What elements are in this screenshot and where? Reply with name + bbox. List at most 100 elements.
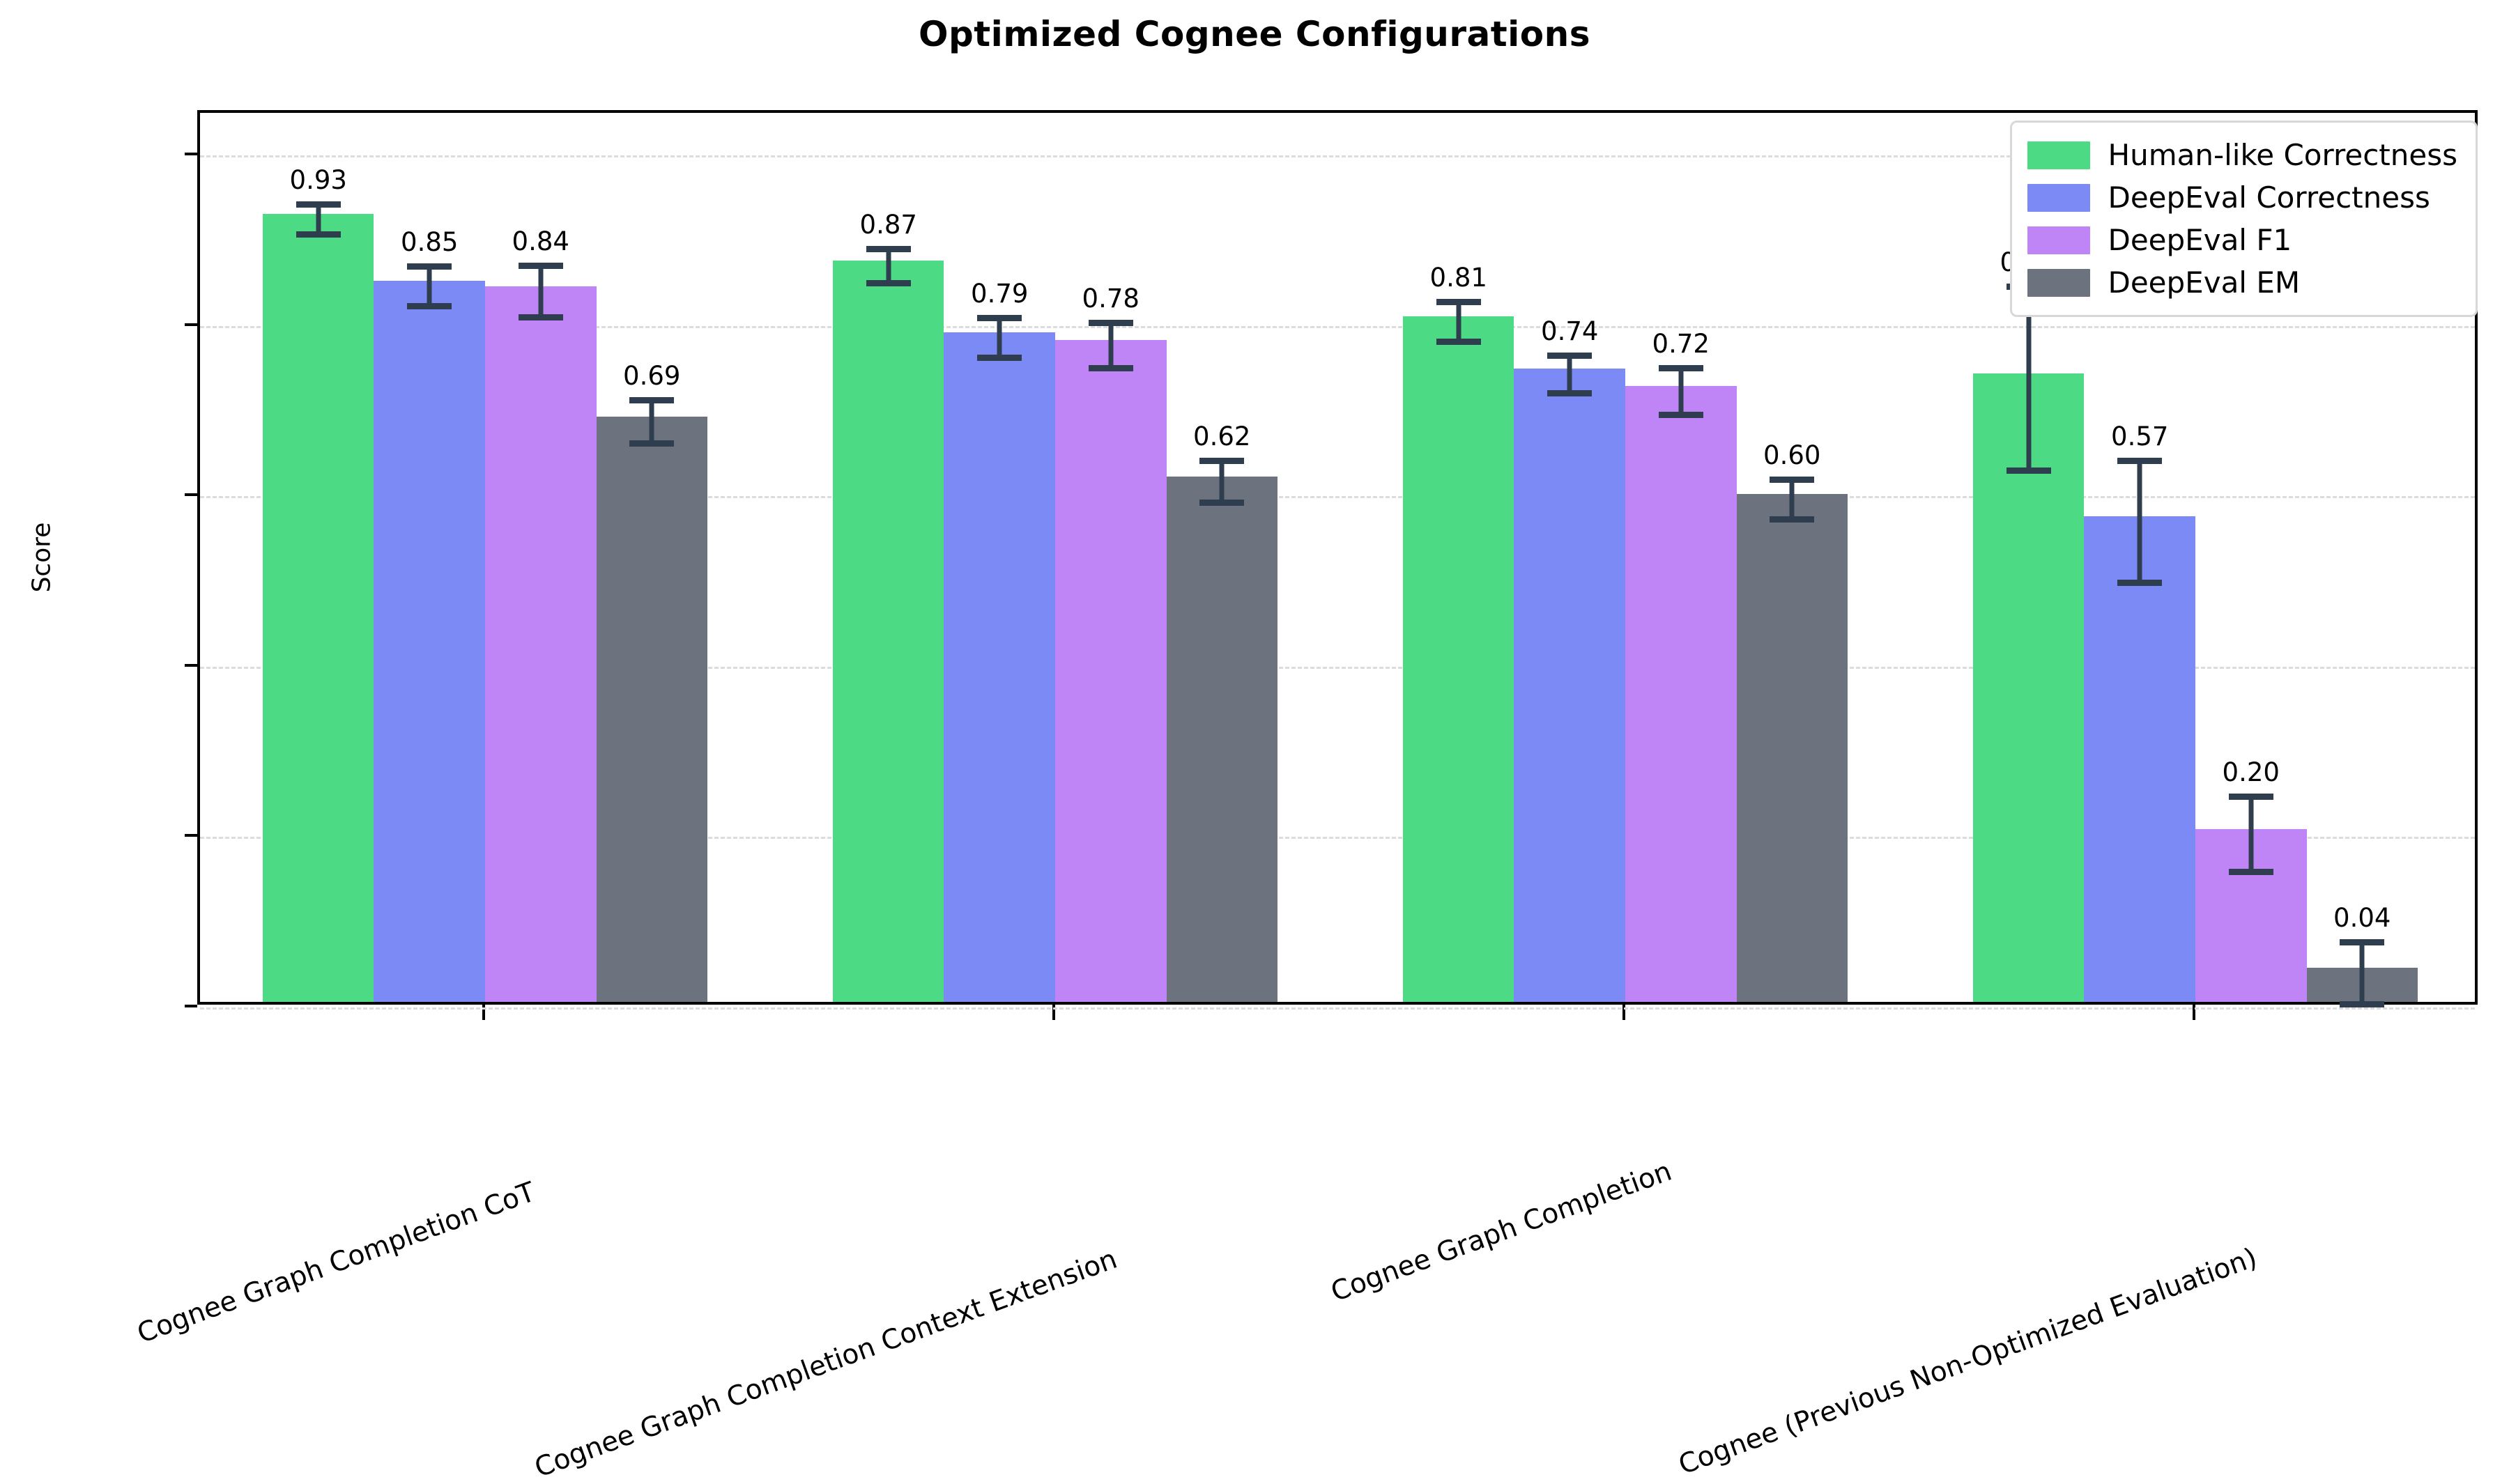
error-bar <box>1088 320 1133 371</box>
error-bar-stem <box>1789 477 1795 523</box>
x-tick-label: Cognee Graph Completion CoT <box>133 1176 539 1350</box>
error-bar-stem <box>2026 283 2032 474</box>
bar-value-label: 0.79 <box>971 278 1029 309</box>
bar-value-label: 0.87 <box>859 209 917 240</box>
legend-item-label: DeepEval F1 <box>2108 222 2292 257</box>
gridline <box>200 325 2475 328</box>
error-bar-stem <box>316 201 321 238</box>
x-tick-label: Cognee (Previous Non-Optimized Evaluatio… <box>1674 1242 2262 1481</box>
legend-item[interactable]: DeepEval F1 <box>2027 219 2458 261</box>
error-bar <box>977 314 1022 361</box>
error-bar-cap-bottom <box>2340 1000 2385 1007</box>
legend-item[interactable]: DeepEval EM <box>2027 261 2458 304</box>
gridline <box>200 155 2475 158</box>
error-bar-cap-top <box>629 397 675 404</box>
error-bar-cap-bottom <box>1088 364 1133 371</box>
error-bar-cap-bottom <box>2228 869 2273 876</box>
y-tick-mark <box>185 493 197 497</box>
error-bar-cap-bottom <box>407 303 452 310</box>
bar[interactable] <box>374 281 485 1002</box>
error-bar-stem <box>886 245 891 287</box>
bars-group <box>200 113 2475 1002</box>
bar[interactable] <box>596 416 707 1002</box>
error-bar <box>629 397 675 447</box>
bar[interactable] <box>1166 476 1277 1002</box>
x-tick-mark <box>1052 1005 1055 1020</box>
x-tick-label: Cognee Graph Completion <box>1326 1155 1676 1308</box>
error-bar-cap-bottom <box>2117 579 2163 586</box>
bar[interactable] <box>1055 339 1167 1002</box>
gridline <box>200 496 2475 499</box>
legend-item-label: DeepEval Correctness <box>2108 180 2430 215</box>
legend-color-swatch <box>2027 141 2090 169</box>
error-bar-cap-bottom <box>518 314 563 321</box>
error-bar-cap-top <box>866 245 911 252</box>
error-bar <box>1199 458 1245 506</box>
bar-value-label: 0.57 <box>2111 422 2169 452</box>
error-bar-stem <box>997 314 1002 361</box>
gridlines <box>200 113 2475 1010</box>
x-tick-label: Cognee Graph Completion Context Extensio… <box>530 1243 1121 1484</box>
error-bar-stem <box>1219 458 1225 506</box>
bar[interactable] <box>1972 373 2085 1002</box>
legend-item[interactable]: DeepEval Correctness <box>2027 176 2458 219</box>
bar[interactable] <box>1402 316 1514 1002</box>
bar-value-label: 0.20 <box>2222 757 2280 788</box>
bar[interactable] <box>832 261 944 1002</box>
error-bar-cap-bottom <box>629 440 675 447</box>
bar-value-label: 0.72 <box>1652 328 1710 359</box>
bar[interactable] <box>2084 516 2195 1002</box>
error-bar <box>1547 352 1593 397</box>
y-tick-mark <box>185 663 197 667</box>
chart-legend: Human-like Correctness DeepEval Correctne… <box>2009 121 2478 317</box>
error-bar-stem <box>2137 458 2142 586</box>
bar[interactable] <box>1736 494 1848 1002</box>
bar-value-labels: 0.93 0.85 0.84 0.69 0.87 0.79 0.78 0.62 0.81 0.74… <box>200 113 2475 1002</box>
error-bar-cap-top <box>977 314 1022 321</box>
bar[interactable] <box>1625 385 1737 1002</box>
error-bar <box>2340 939 2385 1007</box>
y-tick-mark <box>185 834 197 837</box>
error-bar-cap-top <box>518 263 563 270</box>
error-bar-stem <box>2359 939 2365 1007</box>
error-bar-cap-bottom <box>296 231 341 238</box>
legend-item[interactable]: Human-like Correctness <box>2027 134 2458 176</box>
error-bar-cap-top <box>1199 458 1245 465</box>
error-bar-cap-top <box>1436 298 1481 305</box>
error-bar-cap-bottom <box>1658 411 1703 418</box>
bar-value-label: 0.69 <box>623 361 681 392</box>
error-bar-stem <box>1567 352 1572 397</box>
bar[interactable] <box>262 213 374 1002</box>
error-bar <box>407 263 452 310</box>
legend-item-label: DeepEval EM <box>2108 265 2301 300</box>
error-bar-cap-top <box>2340 939 2385 946</box>
y-tick-mark <box>185 153 197 156</box>
legend-item-label: Human-like Correctness <box>2108 137 2458 172</box>
error-bar-cap-bottom <box>1547 390 1593 397</box>
y-axis-label: Score <box>27 522 56 593</box>
bar-value-label: 0.62 <box>1193 422 1251 452</box>
bar[interactable] <box>944 332 1055 1002</box>
error-bar-cap-bottom <box>977 354 1022 361</box>
error-bar-cap-top <box>1770 477 1815 484</box>
x-tick-mark <box>2193 1005 2195 1020</box>
error-bar <box>1436 298 1481 345</box>
chart-figure: Optimized Cognee Configurations Score 0.… <box>27 14 2478 1484</box>
error-bar-stem <box>1108 320 1114 371</box>
bar-value-label: 0.78 <box>1082 284 1140 314</box>
page-title: Optimized Cognee Configurations <box>918 14 1590 54</box>
legend-color-swatch <box>2027 226 2090 254</box>
error-bar-cap-bottom <box>1436 338 1481 345</box>
error-bar <box>2117 458 2163 586</box>
legend-color-swatch <box>2027 183 2090 212</box>
error-bar <box>866 245 911 287</box>
legend-color-swatch <box>2027 268 2090 297</box>
gridline <box>200 1007 2475 1010</box>
error-bar-cap-top <box>2228 794 2273 801</box>
error-bar <box>1658 364 1703 418</box>
error-bar-stem <box>1456 298 1461 345</box>
error-bar-stem <box>538 263 544 321</box>
error-bar <box>2228 794 2273 876</box>
bar[interactable] <box>485 286 597 1002</box>
bar[interactable] <box>1514 369 1625 1002</box>
